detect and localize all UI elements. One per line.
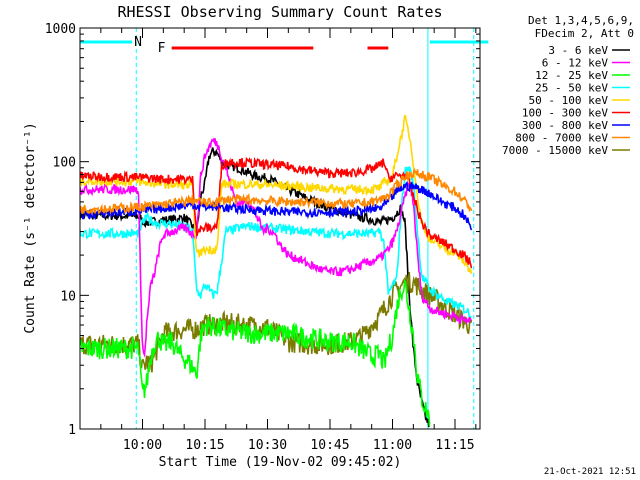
y-axis-ticks: 1 10 100 1000: [45, 22, 480, 438]
y-tick-label: 1000: [45, 22, 76, 37]
y-tick-label: 10: [60, 289, 76, 304]
legend-header: FDecim 2, Att 0: [535, 27, 634, 40]
y-tick-label: 100: [53, 156, 76, 171]
x-axis-ticks: 10:00 10:15 10:30 10:45 11:00 11:15: [79, 28, 477, 453]
chart-title: RHESSI Observing Summary Count Rates: [117, 3, 442, 21]
legend-label: 7000 - 15000 keV: [502, 144, 608, 157]
series-line-5: [80, 114, 473, 275]
series-line-8: [80, 168, 473, 217]
legend-header: Det 1,3,4,5,6,9,: [528, 14, 634, 27]
x-tick-label: 10:00: [123, 438, 162, 453]
legend-label: 50 - 100 keV: [529, 94, 609, 107]
series-layer: [80, 114, 473, 428]
flare-label: F: [158, 41, 166, 56]
legend-label: 3 - 6 keV: [548, 44, 608, 57]
series-line-9: [80, 272, 473, 373]
series-line-1: [80, 147, 431, 428]
time-markers: [135, 28, 475, 429]
series-line-2: [80, 137, 472, 358]
x-tick-label: 10:45: [310, 438, 349, 453]
legend-label: 12 - 25 keV: [535, 69, 608, 82]
series-line-4: [80, 165, 472, 319]
night-label: N: [134, 35, 142, 50]
x-tick-label: 11:15: [435, 438, 474, 453]
x-tick-label: 10:15: [185, 438, 224, 453]
x-tick-label: 11:00: [373, 438, 412, 453]
y-axis-label: Count Rate (s⁻¹ detector⁻¹): [23, 122, 38, 333]
legend-label: 100 - 300 keV: [522, 107, 608, 120]
y-tick-label: 1: [68, 423, 76, 438]
legend-label: 300 - 800 keV: [522, 119, 608, 132]
legend-label: 6 - 12 keV: [542, 57, 609, 70]
legend: Det 1,3,4,5,6,9,FDecim 2, Att 0 3 - 6 keV…: [502, 14, 634, 157]
timestamp: 21-Oct-2021 12:51: [544, 467, 636, 477]
x-axis-label: Start Time (19-Nov-02 09:45:02): [159, 455, 402, 470]
legend-label: 25 - 50 keV: [535, 82, 608, 95]
plot-frame: [79, 27, 481, 430]
series-line-3: [80, 278, 431, 427]
legend-label: 800 - 7000 keV: [515, 132, 608, 145]
x-tick-label: 10:30: [248, 438, 287, 453]
